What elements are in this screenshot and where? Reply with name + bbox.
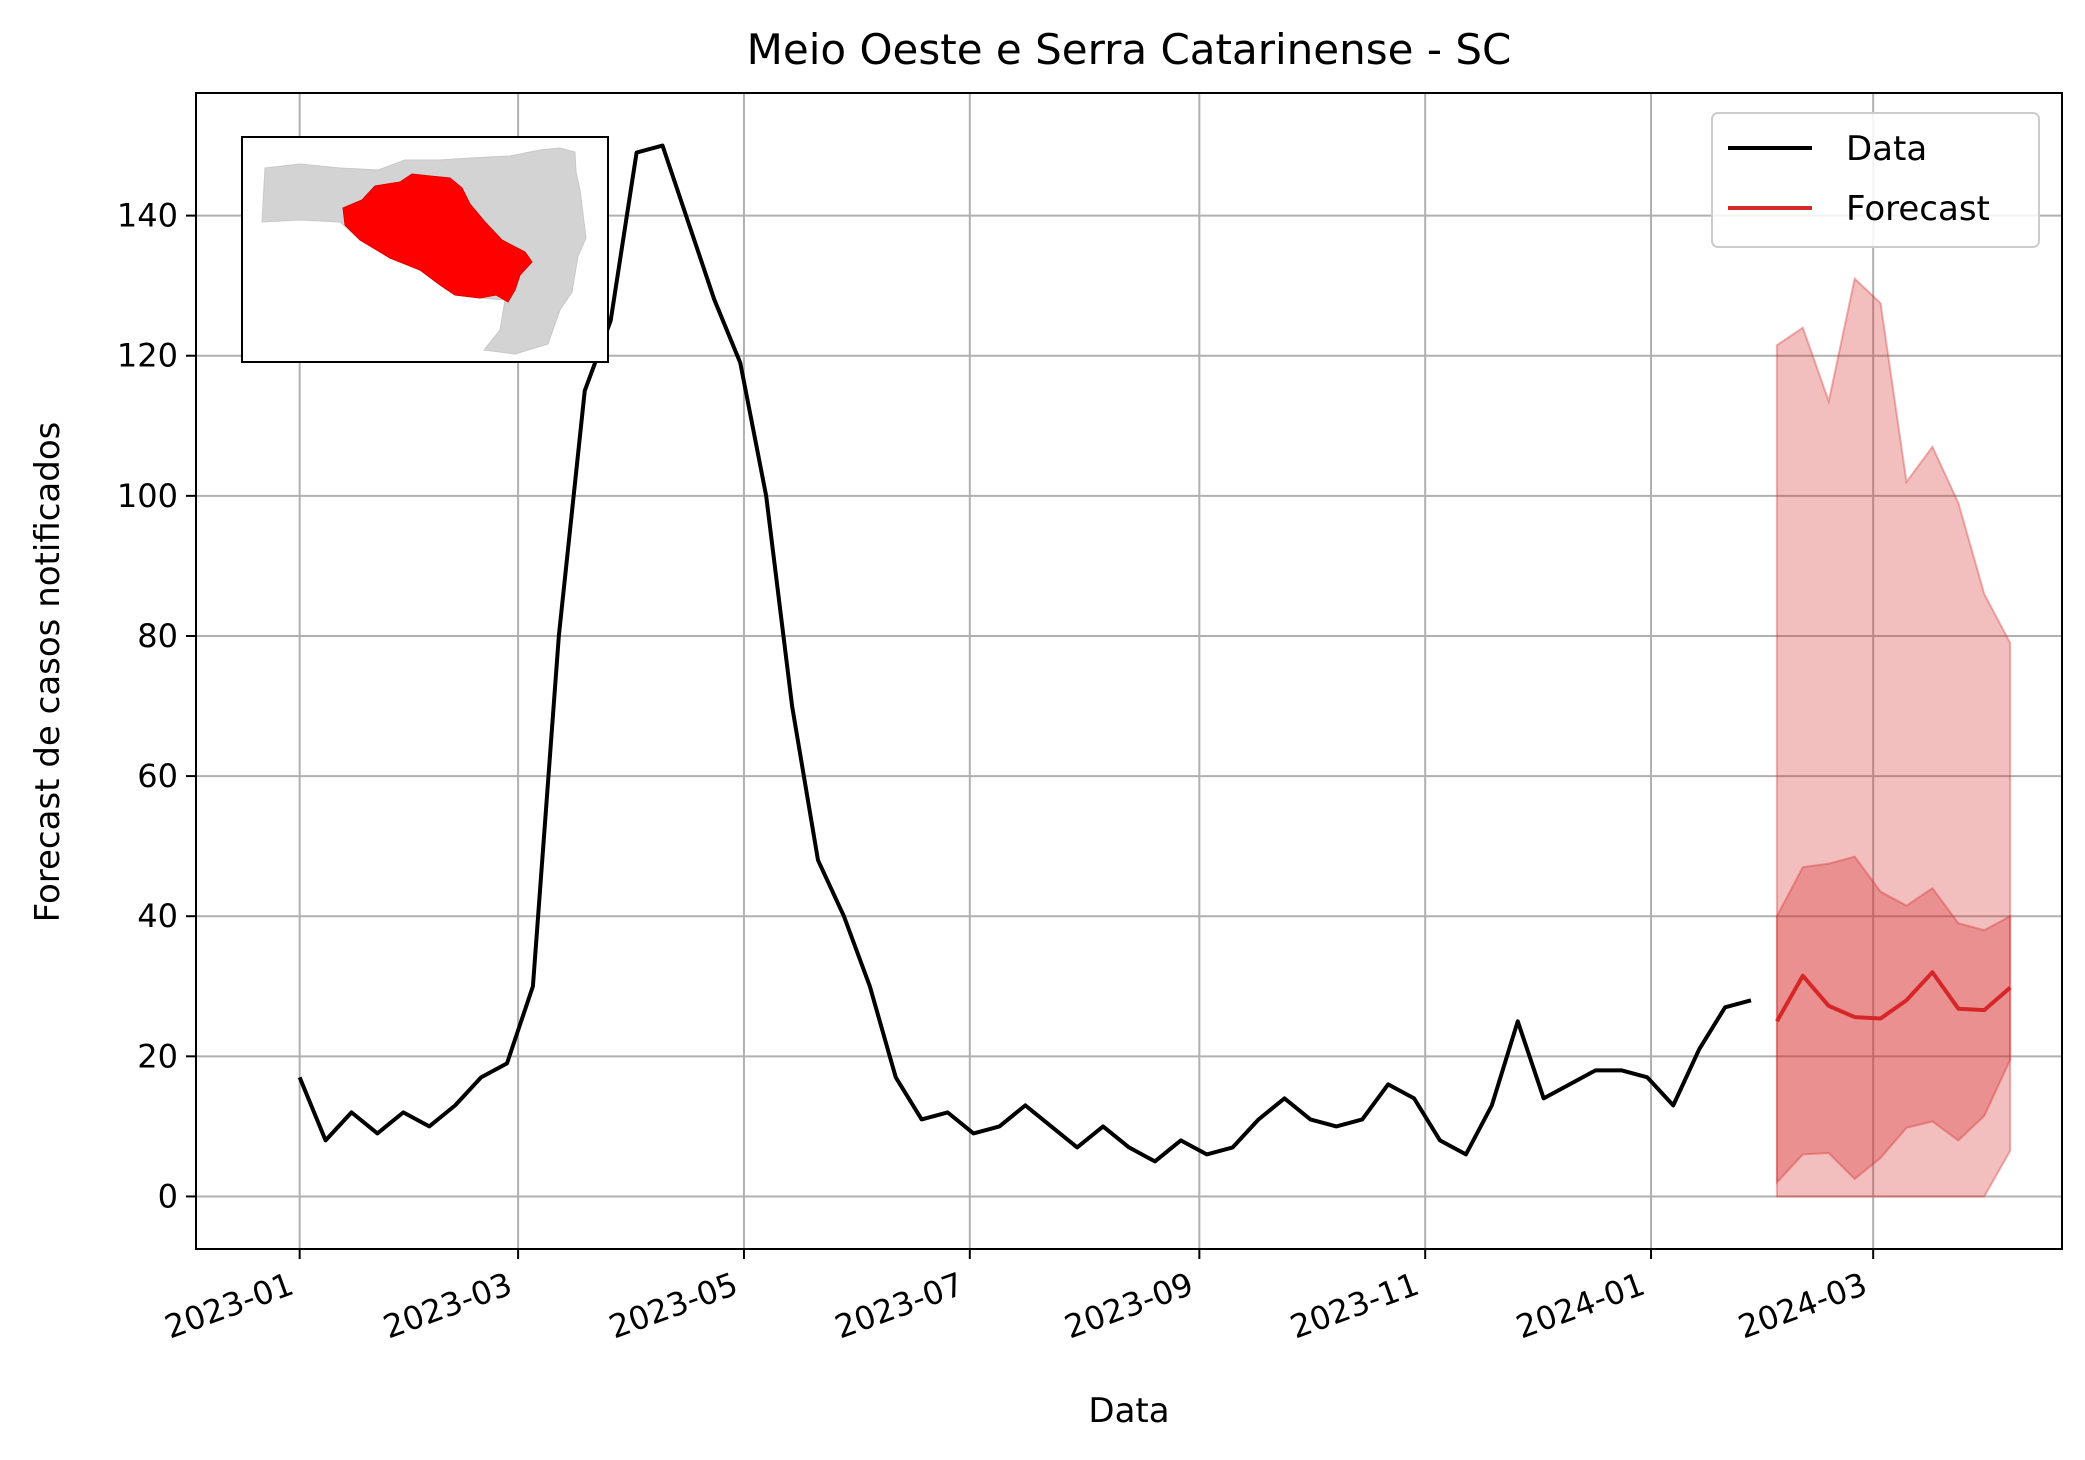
inset-map	[241, 136, 609, 363]
y-tick-label: 100	[117, 477, 178, 515]
legend-data-label: Data	[1846, 129, 1927, 169]
y-tick-label: 120	[117, 337, 178, 375]
forecast-50-interval-band	[1775, 855, 2012, 1185]
y-axis-ticks: 0 20 40 60 80 100 120 140	[117, 197, 196, 1215]
forecast-50-interval-area	[1775, 855, 2012, 1185]
highlighted-region-map	[342, 173, 533, 303]
legend-forecast-label: Forecast	[1846, 189, 1990, 229]
y-tick-label: 60	[137, 757, 178, 795]
series-lines	[297, 143, 2012, 1164]
grid	[196, 93, 2062, 1249]
forecast-series-line	[1775, 970, 2012, 1023]
forecast-90-interval-area	[1775, 276, 2012, 1198]
plot-frame	[195, 92, 2063, 1250]
data-series-line	[297, 143, 1752, 1164]
legend: Data Forecast	[1711, 112, 2040, 248]
y-axis-label: Forecast de casos notificados	[28, 422, 68, 923]
y-tick-label: 80	[137, 617, 178, 655]
y-tick-label: 20	[137, 1037, 178, 1075]
y-tick-label: 0	[158, 1177, 178, 1215]
forecast-90-interval-band	[1775, 276, 2012, 1198]
chart-title: Meio Oeste e Serra Catarinense - SC	[747, 25, 1512, 74]
y-tick-label: 40	[137, 897, 178, 935]
x-axis-label: Data	[1088, 1391, 1169, 1431]
y-tick-label: 140	[117, 197, 178, 235]
